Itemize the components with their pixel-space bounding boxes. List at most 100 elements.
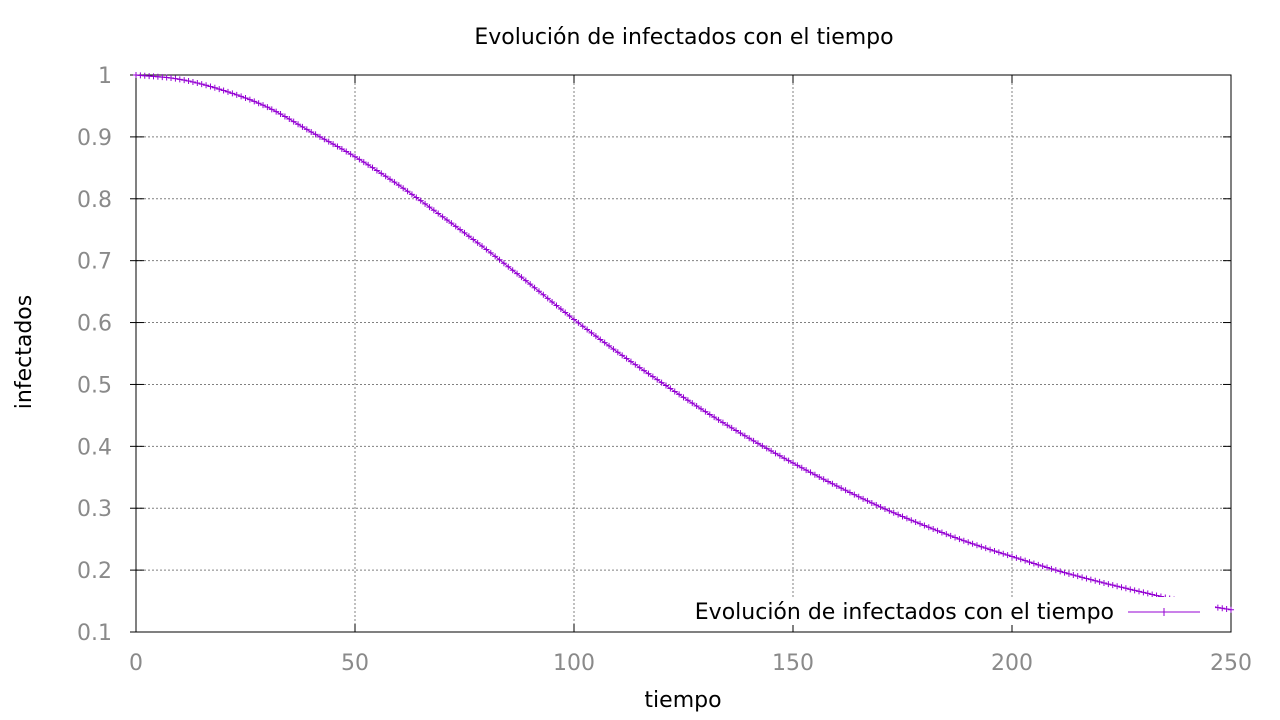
data-point: [597, 336, 604, 343]
data-point: [571, 316, 577, 323]
data-point: [255, 100, 262, 107]
data-point: [544, 295, 551, 302]
data-point: [505, 263, 512, 270]
data-point: [925, 524, 932, 531]
data-point: [978, 543, 985, 550]
data-point: [794, 462, 801, 469]
data-point: [373, 167, 380, 174]
data-point: [224, 88, 231, 95]
data-point: [430, 207, 437, 214]
data-point: [435, 210, 442, 217]
data-point: [584, 326, 591, 333]
data-point: [1100, 579, 1107, 586]
data-point: [352, 153, 358, 160]
data-point: [737, 430, 744, 437]
data-point: [181, 77, 188, 84]
data-point: [724, 422, 731, 429]
y-tick-label: 0.6: [77, 312, 112, 337]
data-point: [422, 200, 429, 207]
data-point: [238, 93, 245, 100]
data-point: [952, 534, 959, 541]
data-point: [439, 213, 446, 220]
data-point: [479, 243, 486, 250]
data-point: [172, 75, 179, 82]
data-point: [890, 509, 897, 516]
y-tick-label: 0.1: [77, 621, 112, 646]
data-point: [522, 277, 529, 284]
data-point: [917, 520, 924, 527]
data-point: [728, 424, 735, 431]
data-point: [833, 482, 840, 489]
data-point: [1083, 575, 1090, 582]
data-point: [260, 102, 267, 109]
data-point: [413, 194, 420, 201]
data-point: [1131, 587, 1138, 594]
data-point: [741, 432, 748, 439]
data-point: [1074, 573, 1081, 580]
data-point: [369, 164, 376, 171]
data-point: [702, 408, 709, 415]
data-point: [991, 547, 998, 554]
data-point: [1052, 567, 1059, 574]
grid: [136, 75, 1231, 632]
data-point: [518, 274, 525, 281]
data-point: [680, 394, 687, 401]
data-point: [452, 223, 459, 230]
data-point: [750, 437, 757, 444]
data-point: [1000, 550, 1007, 557]
data-point: [303, 126, 310, 133]
data-point: [443, 216, 450, 223]
data-point: [185, 78, 192, 85]
data-point: [277, 111, 284, 118]
data-point: [176, 76, 183, 83]
data-point: [671, 388, 678, 395]
data-point: [194, 80, 201, 87]
data-point: [868, 499, 875, 506]
data-point: [492, 253, 499, 260]
data-point: [343, 148, 350, 155]
data-point: [1022, 557, 1029, 564]
data-point: [676, 391, 683, 398]
data-point: [807, 469, 814, 476]
data-point: [934, 527, 941, 534]
data-point: [1127, 586, 1134, 593]
data-point: [216, 86, 223, 93]
data-point: [627, 358, 634, 365]
data-point: [299, 123, 306, 130]
data-point: [1048, 565, 1055, 572]
x-tick-label: 50: [341, 651, 369, 676]
data-point: [895, 511, 902, 518]
legend-label: Evolución de infectados con el tiempo: [695, 600, 1114, 625]
data-point: [768, 447, 775, 454]
data-point: [483, 246, 490, 253]
data-point: [715, 416, 722, 423]
data-point: [763, 445, 770, 452]
data-point: [1057, 568, 1064, 575]
data-point: [295, 121, 302, 128]
data-point: [1144, 590, 1151, 597]
data-point: [1009, 553, 1015, 560]
data-point: [1065, 570, 1072, 577]
data-point: [903, 515, 910, 522]
data-point: [1070, 572, 1077, 579]
data-point: [290, 118, 297, 125]
data-point: [549, 298, 556, 305]
data-point: [908, 517, 915, 524]
data-point: [1109, 582, 1116, 589]
data-point: [457, 226, 464, 233]
data-point: [1013, 554, 1020, 561]
data-point: [1149, 591, 1156, 598]
data-point: [851, 491, 858, 498]
data-point: [268, 106, 275, 113]
data-point: [711, 414, 718, 421]
data-point: [207, 83, 214, 90]
data-point: [1228, 606, 1234, 613]
data-point: [947, 532, 954, 539]
data-point: [514, 270, 521, 277]
x-tick-label: 100: [553, 651, 595, 676]
series-0: [133, 72, 1234, 613]
data-point: [1223, 605, 1230, 612]
y-tick-label: 0.7: [77, 250, 112, 275]
data-point: [360, 159, 367, 166]
data-point: [1079, 574, 1086, 581]
